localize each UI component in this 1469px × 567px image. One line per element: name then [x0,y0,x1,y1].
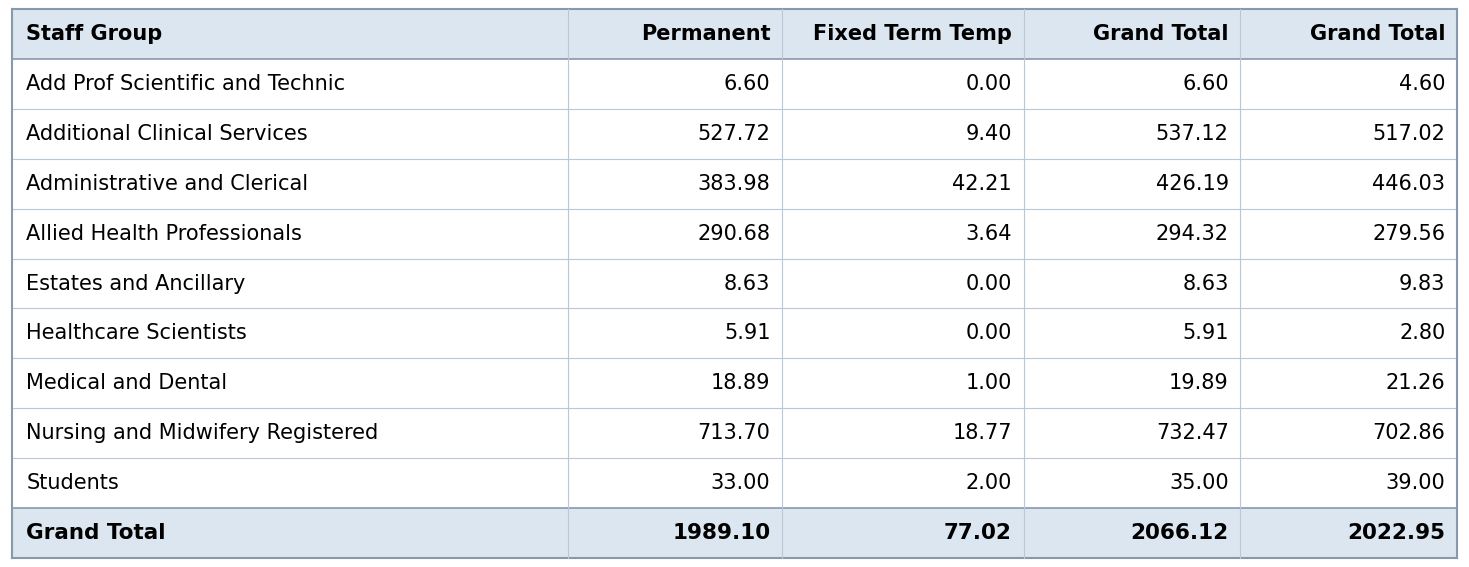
Text: 517.02: 517.02 [1372,124,1445,143]
Text: 9.83: 9.83 [1398,273,1445,294]
Text: Fixed Term Temp: Fixed Term Temp [812,23,1012,44]
Text: 2022.95: 2022.95 [1347,523,1445,544]
Text: 5.91: 5.91 [724,324,770,344]
Text: 383.98: 383.98 [698,174,770,193]
Text: 732.47: 732.47 [1156,424,1228,443]
Text: 446.03: 446.03 [1372,174,1445,193]
Text: 42.21: 42.21 [952,174,1012,193]
Text: 279.56: 279.56 [1372,223,1445,243]
Text: 19.89: 19.89 [1169,374,1228,393]
Text: 18.89: 18.89 [711,374,770,393]
Text: Estates and Ancillary: Estates and Ancillary [26,273,245,294]
Text: 9.40: 9.40 [965,124,1012,143]
Text: 18.77: 18.77 [952,424,1012,443]
Text: Staff Group: Staff Group [26,23,163,44]
Text: 1989.10: 1989.10 [673,523,770,544]
Bar [12,459,1457,509]
Text: Healthcare Scientists: Healthcare Scientists [26,324,247,344]
Text: Nursing and Midwifery Registered: Nursing and Midwifery Registered [26,424,379,443]
Text: Students: Students [26,473,119,493]
Text: 4.60: 4.60 [1398,74,1445,94]
Text: Permanent: Permanent [640,23,770,44]
Text: Allied Health Professionals: Allied Health Professionals [26,223,303,243]
Bar [12,308,1457,358]
Text: 8.63: 8.63 [1183,273,1228,294]
Text: 2.00: 2.00 [965,473,1012,493]
Text: Grand Total: Grand Total [1310,23,1445,44]
Bar [12,108,1457,159]
Bar [12,259,1457,308]
Text: Administrative and Clerical: Administrative and Clerical [26,174,308,193]
Bar [12,509,1457,558]
Text: 702.86: 702.86 [1372,424,1445,443]
Text: 426.19: 426.19 [1156,174,1228,193]
Text: 39.00: 39.00 [1385,473,1445,493]
Text: Grand Total: Grand Total [1093,23,1228,44]
Text: 0.00: 0.00 [965,74,1012,94]
Text: 0.00: 0.00 [965,324,1012,344]
Text: Add Prof Scientific and Technic: Add Prof Scientific and Technic [26,74,345,94]
Bar [12,58,1457,108]
Bar [12,408,1457,459]
Text: 537.12: 537.12 [1156,124,1228,143]
Text: 6.60: 6.60 [1183,74,1228,94]
Text: 6.60: 6.60 [724,74,770,94]
Text: 713.70: 713.70 [698,424,770,443]
Text: Additional Clinical Services: Additional Clinical Services [26,124,308,143]
Bar [12,159,1457,209]
Bar [12,209,1457,259]
Text: 0.00: 0.00 [965,273,1012,294]
Text: Grand Total: Grand Total [26,523,166,544]
Text: 527.72: 527.72 [698,124,770,143]
Text: 290.68: 290.68 [698,223,770,243]
Text: 8.63: 8.63 [724,273,770,294]
Text: 3.64: 3.64 [965,223,1012,243]
Text: 1.00: 1.00 [965,374,1012,393]
Text: 2066.12: 2066.12 [1131,523,1228,544]
Text: 5.91: 5.91 [1183,324,1228,344]
Text: 33.00: 33.00 [711,473,770,493]
Text: 294.32: 294.32 [1156,223,1228,243]
Text: 35.00: 35.00 [1169,473,1228,493]
Bar [12,358,1457,408]
Text: Medical and Dental: Medical and Dental [26,374,228,393]
Text: 2.80: 2.80 [1400,324,1445,344]
Text: 21.26: 21.26 [1385,374,1445,393]
Text: 77.02: 77.02 [945,523,1012,544]
Bar [12,9,1457,58]
